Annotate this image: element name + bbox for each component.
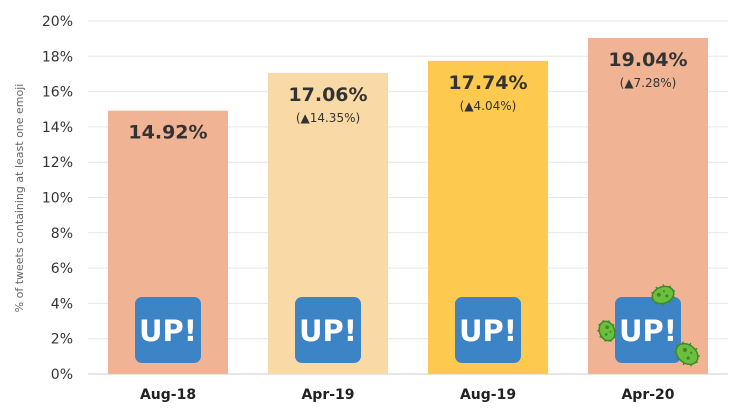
microbe-icon — [674, 341, 700, 367]
up-exclamation-icon: UP! — [135, 297, 201, 363]
bar-value-label: 14.92% — [128, 122, 207, 144]
microbe-icon — [597, 319, 617, 343]
y-tick-label: 10% — [42, 191, 73, 207]
y-tick-label: 12% — [42, 155, 73, 171]
up-badge-label: UP! — [139, 314, 197, 348]
bar-change-label: (▲4.04%) — [460, 99, 517, 113]
y-tick-label: 0% — [51, 367, 73, 383]
y-tick-label: 8% — [51, 226, 73, 242]
up-exclamation-icon: UP! — [615, 297, 681, 363]
y-tick-label: 16% — [42, 85, 73, 101]
bars: 14.92% UP! 17.06% (▲14.35%) UP! 17.74% (▲4.04%… — [108, 37, 708, 375]
bar-value-label: 17.74% — [448, 72, 527, 94]
y-tick-label: 14% — [42, 120, 73, 136]
bar-group: 17.06% (▲14.35%) UP! — [268, 72, 388, 375]
up-badge-label: UP! — [459, 314, 517, 348]
bar-group: 19.04% (▲7.28%) UP! — [588, 37, 708, 374]
x-tick-label: Aug-18 — [140, 387, 196, 403]
up-badge-label: UP! — [299, 314, 357, 348]
x-tick-label: Apr-20 — [621, 387, 674, 403]
bar-value-label: 17.06% — [288, 84, 367, 106]
bar-group: 14.92% UP! — [108, 110, 228, 375]
x-tick-label: Aug-19 — [460, 387, 516, 403]
bar-change-label: (▲7.28%) — [620, 76, 677, 90]
x-tick-label: Apr-19 — [301, 387, 354, 403]
bar-change-label: (▲14.35%) — [296, 111, 360, 125]
y-axis-ticks: 0% 2% 4% 6% 8% 10% 12% 14% 16% 18% 20% — [42, 14, 73, 383]
y-tick-label: 20% — [42, 14, 73, 30]
up-exclamation-icon: UP! — [295, 297, 361, 363]
bar-group: 17.74% (▲4.04%) UP! — [428, 60, 548, 374]
microbe-icon — [650, 284, 676, 306]
up-badge-label: UP! — [619, 314, 677, 348]
y-tick-label: 4% — [51, 296, 73, 312]
x-axis-ticks: Aug-18 Apr-19 Aug-19 Apr-20 — [140, 387, 675, 403]
y-tick-label: 18% — [42, 49, 73, 65]
y-axis-label: % of tweets containing at least one emoj… — [13, 84, 26, 313]
up-exclamation-icon: UP! — [455, 297, 521, 363]
y-tick-label: 6% — [51, 261, 73, 277]
bar-value-label: 19.04% — [608, 49, 687, 71]
y-tick-label: 2% — [51, 332, 73, 348]
